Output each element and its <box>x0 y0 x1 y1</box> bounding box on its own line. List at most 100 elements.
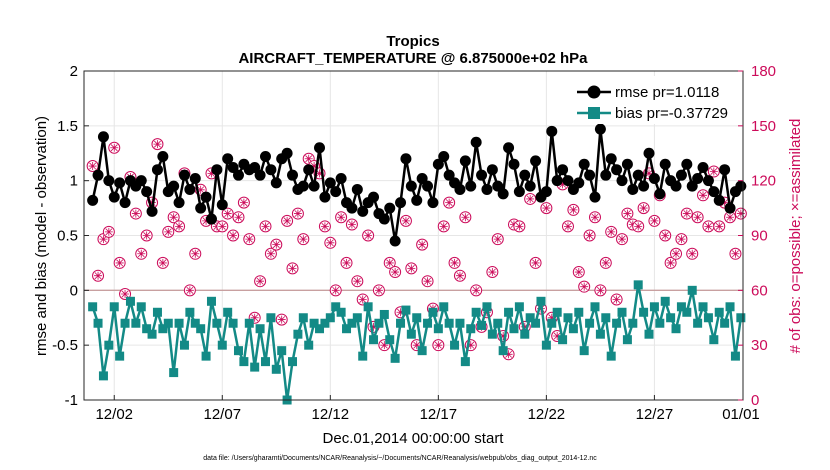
rmse-point <box>648 172 660 184</box>
obs-count-point <box>254 275 267 288</box>
bias-point <box>639 307 649 317</box>
bias-point <box>460 357 470 367</box>
left-tick-label: 2 <box>70 63 78 80</box>
obs-count-point <box>275 313 288 326</box>
bias-point <box>595 329 605 339</box>
obs-count-point <box>448 256 461 269</box>
rmse-point <box>265 164 277 176</box>
obs-count-point <box>707 165 720 178</box>
obs-count-point <box>437 220 450 233</box>
bias-point <box>298 313 308 323</box>
obs-count-point <box>318 220 331 233</box>
rmse-point <box>384 202 396 214</box>
bias-point <box>563 313 573 323</box>
bias-point <box>255 324 265 334</box>
rmse-point <box>422 180 434 192</box>
obs-count-point <box>670 247 683 260</box>
rmse-point <box>168 180 180 192</box>
rmse-point <box>616 175 628 187</box>
rmse-point <box>114 177 126 189</box>
x-axis: 12/02 12/07 12/12 12/17 12/22 12/27 01/01 <box>95 395 760 423</box>
bias-point <box>666 313 676 323</box>
legend-rmse-label: rmse pr=1.0118 <box>615 84 719 101</box>
rmse-point <box>524 180 536 192</box>
bias-point <box>693 318 703 328</box>
rmse-point <box>211 164 223 176</box>
bias-point <box>233 346 243 356</box>
bias-point <box>115 351 125 361</box>
bias-point <box>622 335 632 345</box>
rmse-point <box>735 180 747 192</box>
obs-count-point <box>335 211 348 224</box>
bias-point <box>131 318 141 328</box>
obs-count-point <box>156 256 169 269</box>
obs-count-point <box>329 284 342 297</box>
bias-point <box>477 320 487 330</box>
rmse-point <box>400 153 412 165</box>
bias-point <box>547 318 557 328</box>
rmse-point <box>200 191 212 203</box>
obs-count-point <box>599 256 612 269</box>
bias-point <box>671 324 681 334</box>
rmse-point <box>330 186 342 198</box>
obs-count-point <box>86 160 99 173</box>
left-tick-label: 1.5 <box>57 118 78 135</box>
bias-point <box>390 353 400 363</box>
bias-point <box>125 296 135 306</box>
rmse-point <box>540 186 552 198</box>
rmse-point <box>184 183 196 195</box>
rmse-point <box>346 202 358 214</box>
rmse-point <box>594 123 606 135</box>
footnote: data file: /Users/gharamti/Documents/NCA… <box>203 455 597 462</box>
obs-count-point <box>102 225 115 238</box>
rmse-point <box>465 180 477 192</box>
bias-point <box>590 302 600 312</box>
bias-point <box>439 302 449 312</box>
bias-point <box>185 307 195 317</box>
obs-count-point <box>675 233 688 246</box>
rmse-point <box>319 191 331 203</box>
obs-count-point <box>588 211 601 224</box>
obs-count-point <box>135 247 148 260</box>
obs-count-point <box>572 266 585 279</box>
left-tick-label: -0.5 <box>52 337 78 354</box>
bias-point <box>703 313 713 323</box>
obs-count-point <box>151 138 164 151</box>
obs-count-point <box>324 236 337 249</box>
bias-point <box>206 296 216 306</box>
obs-count-point <box>162 225 175 238</box>
bias-point <box>250 362 260 372</box>
obs-count-point <box>356 293 369 306</box>
obs-count-point <box>351 275 364 288</box>
rmse-point <box>427 197 439 209</box>
obs-count-point <box>173 220 186 233</box>
right-tick-label: 0 <box>751 392 759 409</box>
bias-point <box>579 346 589 356</box>
bias-point <box>482 302 492 312</box>
bias-point <box>493 318 503 328</box>
obs-count-point <box>421 275 434 288</box>
obs-count-point <box>167 211 180 224</box>
bias-point <box>720 318 730 328</box>
rmse-point <box>443 169 455 181</box>
bias-point <box>93 318 103 328</box>
obs-count-point <box>697 189 710 202</box>
rmse-point <box>643 147 655 159</box>
obs-count-point <box>637 202 650 215</box>
rmse-point <box>551 175 563 187</box>
legend-bias-label: bias pr=-0.37729 <box>615 105 728 122</box>
bias-point <box>585 318 595 328</box>
bias-point <box>655 318 665 328</box>
obs-count-point <box>470 284 483 297</box>
bias-point <box>266 313 276 323</box>
bias-point <box>612 318 622 328</box>
bias-point <box>379 309 389 319</box>
rmse-point <box>476 169 488 181</box>
obs-count-point <box>734 207 747 220</box>
obs-count-point <box>92 269 105 282</box>
right-tick-label: 180 <box>751 63 776 80</box>
rmse-point <box>303 164 315 176</box>
rmse-point <box>530 155 542 167</box>
rmse-point <box>503 142 515 154</box>
rmse-point <box>314 142 326 154</box>
